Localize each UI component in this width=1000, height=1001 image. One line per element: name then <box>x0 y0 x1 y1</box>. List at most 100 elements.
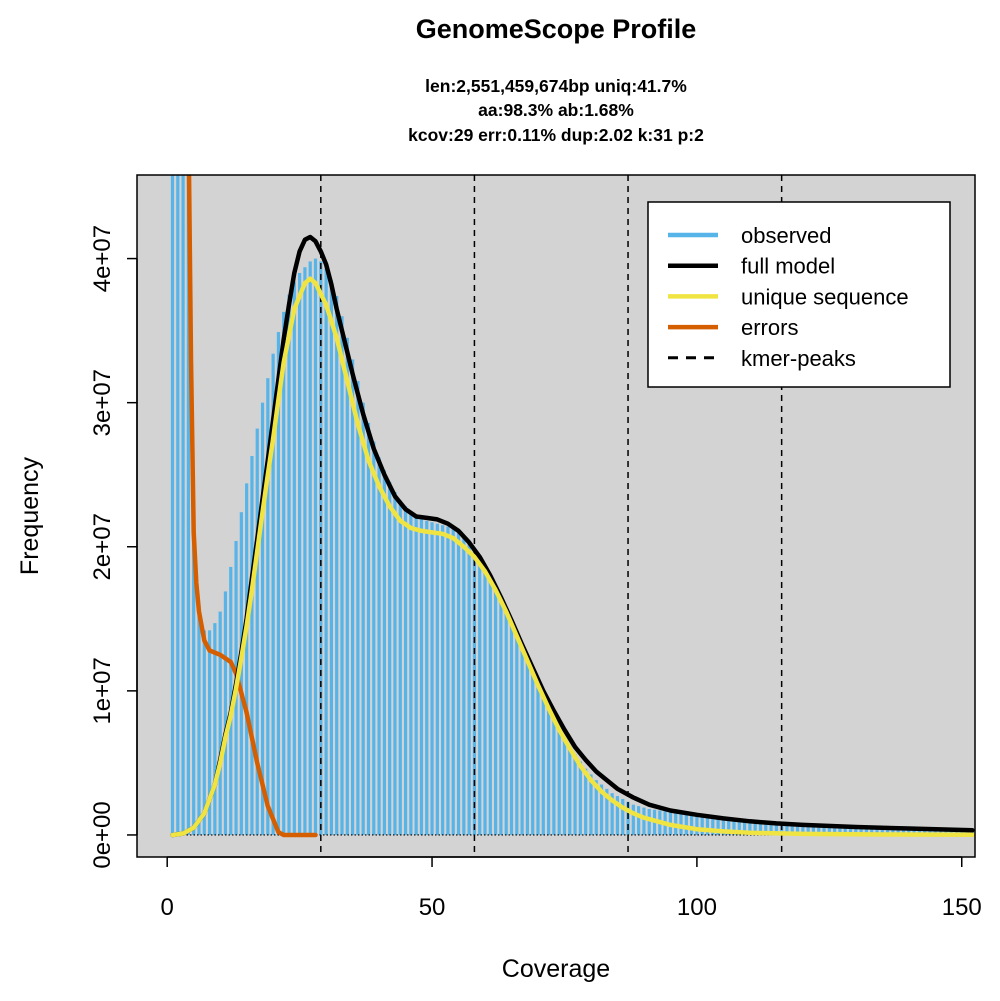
observed-bar <box>446 526 450 835</box>
y-tick-label: 2e+07 <box>89 513 116 580</box>
observed-bar <box>769 821 773 835</box>
observed-bar <box>207 630 212 835</box>
legend-label: kmer-peaks <box>741 346 856 371</box>
observed-bar <box>827 824 831 835</box>
observed-bar <box>594 780 598 835</box>
subtitle-line-1: len:2,551,459,674bp uniq:41.7% <box>425 76 687 96</box>
observed-bar <box>562 736 567 835</box>
observed-bar <box>303 267 307 835</box>
observed-bar <box>324 268 328 835</box>
observed-bar <box>260 402 265 835</box>
observed-bar <box>817 824 821 835</box>
observed-bar <box>276 332 281 835</box>
observed-bar <box>615 796 620 835</box>
observed-bar <box>546 708 551 835</box>
observed-bar <box>329 280 334 835</box>
observed-bar <box>409 512 413 835</box>
observed-bar <box>478 558 482 835</box>
y-tick-label: 4e+07 <box>89 225 116 292</box>
observed-bar <box>578 761 582 835</box>
observed-bar <box>679 813 683 835</box>
legend-item: unique sequence <box>668 284 909 309</box>
observed-bar <box>483 568 487 835</box>
observed-bar <box>795 823 800 835</box>
observed-bar <box>727 818 731 835</box>
observed-bar <box>896 827 900 835</box>
observed-bar <box>631 804 635 835</box>
observed-bar <box>599 784 604 835</box>
y-tick-label: 3e+07 <box>89 369 116 436</box>
observed-bar <box>467 542 471 835</box>
observed-bar <box>213 623 217 835</box>
observed-bar <box>584 768 588 835</box>
x-tick-label: 50 <box>419 894 446 921</box>
observed-bar <box>589 774 593 835</box>
observed-bar <box>287 294 291 835</box>
observed-bar <box>515 637 519 835</box>
subtitle-line-3: kcov:29 err:0.11% dup:2.02 k:31 p:2 <box>408 125 704 145</box>
observed-bar <box>282 311 286 835</box>
observed-bar <box>923 827 927 835</box>
observed-bar <box>764 821 768 835</box>
legend-label: errors <box>741 315 798 340</box>
observed-bar <box>361 402 365 835</box>
observed-bar <box>319 261 323 835</box>
observed-bar <box>737 819 741 835</box>
observed-bar <box>907 827 911 835</box>
observed-bar <box>181 175 185 835</box>
observed-bar <box>700 816 704 835</box>
legend-label: observed <box>741 223 832 248</box>
observed-bar <box>520 649 524 835</box>
observed-bar <box>488 578 492 835</box>
observed-bar <box>462 536 466 835</box>
unique-sequence-line <box>170 276 975 838</box>
observed-bar <box>197 604 201 835</box>
observed-bar <box>531 673 535 835</box>
observed-bar <box>382 470 386 835</box>
observed-bar <box>170 175 175 835</box>
observed-bar <box>192 532 196 835</box>
observed-bar <box>218 611 222 835</box>
observed-bar <box>774 822 778 835</box>
observed-bar <box>266 378 270 835</box>
x-tick-label: 150 <box>942 894 982 921</box>
observed-bar <box>350 359 355 835</box>
observed-bar <box>451 529 455 835</box>
observed-bar <box>753 820 757 835</box>
observed-bar <box>239 512 243 835</box>
observed-bar <box>568 745 572 835</box>
observed-bar <box>758 820 763 835</box>
errors-line <box>186 175 318 838</box>
observed-bar <box>356 381 360 835</box>
legend-label: unique sequence <box>741 284 909 309</box>
observed-bar <box>388 481 392 835</box>
observed-bar <box>372 441 376 835</box>
observed-bar <box>901 827 906 835</box>
observed-bar <box>494 589 498 835</box>
observed-bar <box>695 815 699 835</box>
observed-bar <box>298 272 302 835</box>
chart-title: GenomeScope Profile <box>416 14 697 44</box>
observed-bar <box>435 523 439 835</box>
observed-bar <box>525 662 529 835</box>
observed-bar <box>801 823 805 835</box>
observed-bar <box>711 817 715 835</box>
observed-bar <box>854 825 858 835</box>
legend: observed full model unique sequence errors k… <box>647 201 951 388</box>
observed-bar <box>621 798 625 835</box>
observed-bar <box>742 819 747 835</box>
observed-bar <box>642 807 646 835</box>
observed-bar <box>891 826 895 835</box>
observed-bar <box>843 825 847 835</box>
observed-bar <box>425 520 429 835</box>
observed-bar <box>292 281 296 835</box>
observed-bar <box>313 258 318 835</box>
observed-bar <box>176 175 180 835</box>
observed-bar <box>637 806 641 835</box>
observed-bar <box>456 532 461 835</box>
observed-bar <box>833 824 837 835</box>
observed-bar <box>504 613 508 835</box>
observed-bar <box>403 506 408 835</box>
observed-bar <box>271 353 275 835</box>
